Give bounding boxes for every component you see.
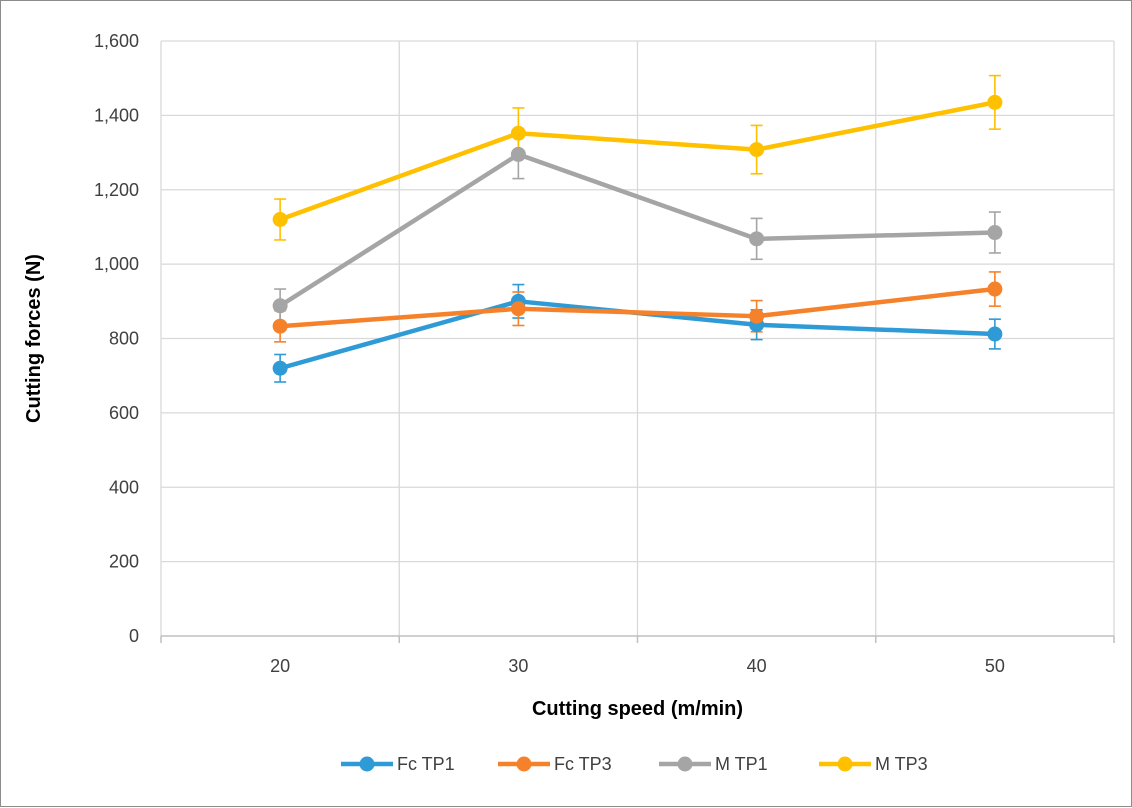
y-tick-label: 1,400 — [94, 105, 139, 125]
y-tick-label: 1,200 — [94, 180, 139, 200]
legend-marker — [516, 756, 532, 772]
data-point — [987, 225, 1003, 241]
legend-label: M TP1 — [715, 754, 768, 774]
data-point — [749, 308, 765, 324]
legend-label: Fc TP3 — [554, 754, 612, 774]
y-axis-title: Cutting forces (N) — [23, 254, 45, 423]
y-tick-label: 600 — [109, 403, 139, 423]
gridlines — [160, 40, 1115, 636]
legend-marker — [837, 756, 853, 772]
data-point — [272, 212, 288, 227]
legend-marker — [677, 756, 693, 772]
x-tick-label: 30 — [508, 656, 528, 676]
y-tick-label: 0 — [129, 626, 139, 646]
x-tick-label: 50 — [985, 656, 1005, 676]
y-tick-label: 1,600 — [94, 31, 139, 51]
data-point — [510, 146, 526, 162]
data-point — [510, 125, 526, 141]
tick-labels: 0 200 400 600 800 1,000 1,200 1,400 1,600 20 30 40 5… — [94, 31, 1005, 676]
data-point — [987, 281, 1003, 297]
data-point — [987, 94, 1003, 110]
data-point — [749, 231, 765, 247]
axes — [160, 635, 1115, 643]
legend-marker — [359, 756, 375, 772]
y-tick-label: 800 — [109, 329, 139, 349]
data-point — [272, 298, 288, 314]
y-tick-label: 200 — [109, 552, 139, 572]
legend-label: Fc TP1 — [397, 754, 455, 774]
series-line — [277, 100, 998, 222]
y-tick-label: 400 — [109, 477, 139, 497]
data-point — [272, 360, 288, 376]
series-lines — [272, 94, 1003, 376]
y-tick-label: 1,000 — [94, 254, 139, 274]
series-line — [277, 152, 998, 309]
data-point — [272, 318, 288, 334]
series-line — [277, 286, 998, 329]
data-point — [510, 301, 526, 317]
x-tick-label: 20 — [270, 656, 290, 676]
x-tick-label: 40 — [747, 656, 767, 676]
x-axis-title: Cutting speed (m/min) — [532, 698, 743, 720]
data-point — [987, 326, 1003, 342]
legend: Fc TP1 Fc TP3 M TP1 M TP3 — [341, 754, 928, 774]
legend-label: M TP3 — [875, 754, 928, 774]
data-point — [749, 142, 765, 158]
